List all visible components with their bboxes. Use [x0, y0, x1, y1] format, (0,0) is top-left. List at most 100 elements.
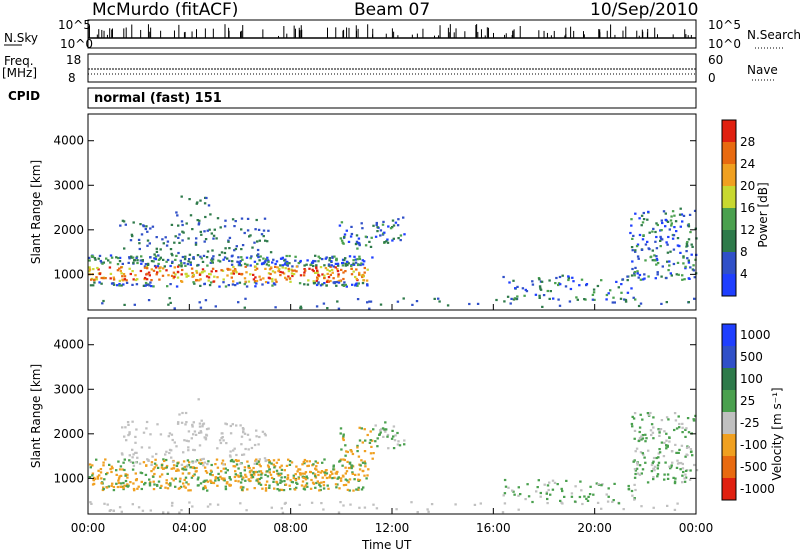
power-echo-cell: [115, 256, 118, 259]
power-echo-cell: [120, 284, 123, 287]
velocity-echo-cell: [258, 470, 261, 473]
power-echo-cell: [136, 259, 139, 262]
power-echo-cell: [200, 257, 203, 260]
velocity-echo-cell: [652, 437, 655, 440]
power-echo-cell: [140, 233, 144, 236]
power-echo-cell: [509, 302, 512, 305]
power-echo-cell: [358, 271, 361, 274]
velocity-echo-cell: [248, 471, 252, 474]
velocity-echo-cell: [357, 488, 360, 491]
velocity-echo-cell: [126, 476, 129, 479]
velocity-echo-cell: [272, 470, 275, 473]
power-echo-cell: [633, 274, 636, 277]
velocity-echo-cell: [658, 434, 661, 437]
velocity-echo-cell: [684, 455, 687, 458]
power-echo-cell: [192, 273, 195, 276]
velocity-echo-cell: [342, 433, 345, 436]
power-echo-cell: [209, 273, 212, 276]
velocity-echo-cell: [670, 464, 673, 467]
velocity-echo-cell: [326, 484, 329, 487]
velocity-echo-cell: [296, 482, 299, 485]
velocity-echo-cell: [270, 462, 273, 465]
power-echo-cell: [207, 276, 211, 279]
power-echo-cell: [354, 275, 357, 279]
velocity-echo-cell: [333, 476, 336, 479]
power-echo-cell: [263, 260, 267, 264]
power-echo-cell: [591, 298, 595, 301]
power-echo-cell: [165, 244, 169, 247]
power-echo-cell: [237, 301, 240, 304]
power-echo-cell: [213, 228, 216, 231]
velocity-echo-cell: [148, 482, 152, 485]
power-echo-cell: [534, 293, 538, 296]
power-echo-cell: [525, 290, 529, 293]
power-echo-cell: [187, 274, 190, 277]
velocity-echo-cell: [175, 445, 178, 448]
velocity-echo-cell: [170, 477, 174, 480]
velocity-echo-cell: [199, 482, 203, 485]
power-echo-cell: [257, 256, 260, 259]
power-echo-cell: [276, 266, 279, 269]
power-echo-cell: [679, 251, 682, 254]
velocity-echo-cell: [120, 452, 124, 455]
velocity-echo-cell: [322, 487, 326, 490]
power-echo-cell: [361, 275, 364, 279]
power-echo-cell: [333, 255, 336, 258]
velocity-echo-cell: [181, 467, 184, 470]
velocity-colorbar-frame: [721, 323, 737, 501]
velocity-echo-cell: [392, 435, 395, 438]
power-colorbar-tick: 12: [740, 223, 755, 237]
power-echo-cell: [215, 237, 218, 240]
power-echo-cell: [637, 257, 640, 260]
velocity-echo-cell: [112, 485, 116, 489]
power-echo-cell: [185, 275, 188, 278]
power-echo-cell: [350, 232, 354, 236]
power-echo-cell: [656, 273, 659, 276]
power-echo-cell: [397, 237, 400, 240]
power-echo-cell: [632, 234, 635, 237]
velocity-echo-cell: [631, 415, 634, 418]
velocity-echo-cell: [301, 463, 304, 466]
velocity-echo-cell: [298, 468, 302, 471]
power-echo-cell: [91, 255, 95, 258]
velocity-echo-cell: [167, 435, 170, 438]
power-echo-cell: [219, 226, 222, 229]
velocity-echo-cell: [273, 466, 276, 469]
velocity-echo-cell: [131, 468, 135, 471]
velocity-echo-cell: [634, 472, 637, 476]
power-echo-cell: [189, 263, 192, 266]
velocity-echo-cell: [312, 472, 315, 475]
power-echo-cell: [109, 272, 113, 275]
power-echo-cell: [361, 263, 365, 266]
velocity-echo-cell: [258, 458, 261, 461]
velocity-echo-cell: [182, 451, 185, 454]
velocity-echo-cell: [517, 494, 520, 497]
power-echo-cell: [211, 249, 214, 252]
power-echo-cell: [201, 268, 205, 271]
power-echo-cell: [327, 263, 331, 266]
velocity-echo-cell: [631, 425, 634, 428]
velocity-echo-cell: [184, 468, 188, 471]
power-echo-cell: [230, 272, 233, 275]
power-echo-cell: [149, 281, 152, 284]
velocity-echo-cell: [332, 468, 335, 471]
velocity-echo-cell: [195, 466, 198, 470]
velocity-echo-cell: [344, 466, 347, 469]
power-echo-cell: [674, 220, 678, 223]
velocity-echo-cell: [233, 447, 236, 450]
velocity-echo-cell: [132, 482, 135, 485]
power-echo-cell: [264, 267, 267, 270]
power-echo-cell: [144, 281, 148, 285]
velocity-echo-cell: [157, 480, 161, 483]
power-echo-cell: [299, 259, 302, 263]
power-echo-cell: [328, 259, 331, 262]
power-echo-cell: [243, 306, 246, 309]
power-echo-cell: [298, 282, 302, 285]
velocity-echo-cell: [331, 477, 334, 480]
power-echo-cell: [561, 274, 564, 277]
velocity-echo-cell: [169, 482, 172, 485]
velocity-echo-cell: [264, 483, 267, 486]
velocity-echo-cell: [103, 502, 106, 505]
velocity-echo-cell: [154, 458, 157, 461]
velocity-echo-cell: [673, 412, 677, 415]
